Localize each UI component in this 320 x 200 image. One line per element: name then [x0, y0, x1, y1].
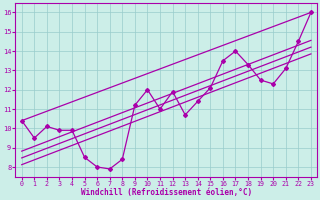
X-axis label: Windchill (Refroidissement éolien,°C): Windchill (Refroidissement éolien,°C) — [81, 188, 252, 197]
